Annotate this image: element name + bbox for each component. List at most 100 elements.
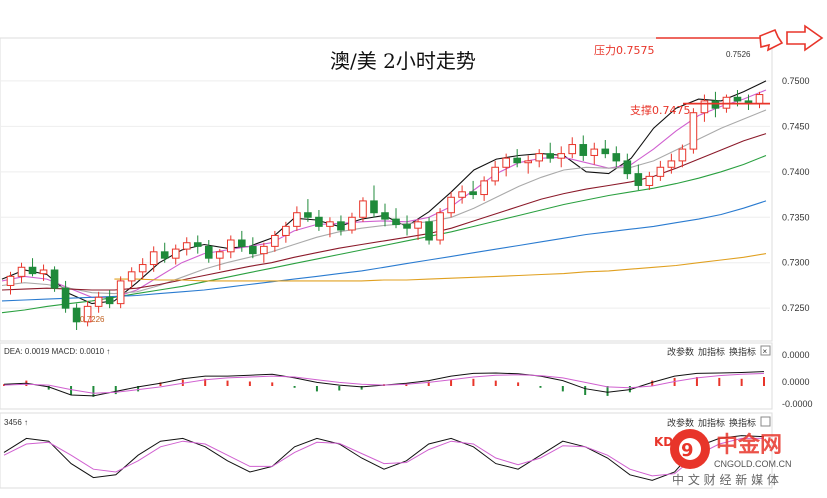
low-label: 0.7226 [80, 315, 105, 324]
macd-plot [3, 371, 765, 397]
candle-body [579, 144, 588, 156]
candle-body [678, 148, 687, 162]
candle-body [337, 221, 345, 231]
logo-text: 中金网 [716, 432, 782, 458]
candle-body [83, 305, 92, 323]
macd-panel [0, 342, 773, 410]
candle-body [447, 196, 455, 214]
cngold-watermark: 9 中金网 CNGOLD.COM.CN 中 文 财 经 新 媒 体 [670, 429, 792, 487]
candle-body [557, 153, 566, 159]
y-tick-label: 0.7450 [782, 121, 810, 131]
kdj-d-line [3, 437, 764, 477]
ma-line [1, 200, 767, 302]
candle-body [645, 175, 654, 186]
y-tick-label: 0.7400 [782, 167, 810, 177]
candle-body [226, 239, 235, 253]
candle-body [491, 166, 499, 182]
candle-body [601, 148, 610, 155]
kdj-panel [0, 412, 773, 489]
candle-body [215, 251, 224, 259]
support-label: 支撑0.7475 [630, 103, 691, 117]
kd-label: KD [654, 435, 673, 449]
close-label: × [763, 347, 768, 356]
y-axis: 0.7250 0.7300 0.7350 0.7400 0.7450 0.7500 [782, 76, 810, 313]
candle-body [733, 96, 742, 102]
candle-body [469, 191, 477, 196]
candle-body [403, 224, 411, 229]
macd-dea-line [3, 372, 765, 394]
candle-body [535, 153, 544, 162]
candle-body [612, 153, 621, 162]
candle-body [105, 296, 114, 305]
kdj-change-indicator-button[interactable]: 换指标 [729, 417, 756, 429]
candle-body [458, 191, 466, 198]
candle-body [28, 266, 37, 275]
candle-body [711, 100, 720, 109]
candle-body [193, 242, 202, 247]
logo-glyph: 9 [681, 440, 694, 461]
logo-domain: CNGOLD.COM.CN [714, 459, 792, 469]
y-tick-label: 0.7500 [782, 76, 810, 86]
add-indicator-button[interactable]: 加指标 [698, 346, 725, 358]
candle-body [182, 242, 191, 250]
candle-body [546, 153, 555, 159]
candle-body [138, 264, 147, 273]
candle-body [667, 160, 676, 168]
annotations: 压力0.7575 支撑0.7475 0.7226 0.7526 [80, 24, 824, 324]
kdj-header: 3456 ↑ [4, 418, 28, 427]
right-arrow-icon [786, 24, 824, 52]
kdj-params-button[interactable]: 改参数 [667, 417, 694, 429]
candle-body [480, 180, 488, 196]
candle-body [50, 269, 59, 289]
candle-body [689, 112, 698, 150]
candle-body [249, 245, 257, 255]
candle-body [39, 269, 48, 275]
y-tick-label: 0.7250 [782, 303, 810, 313]
logo-slogan: 中 文 财 经 新 媒 体 [672, 472, 779, 487]
candle-body [6, 275, 15, 286]
candle-body [304, 212, 312, 218]
candle-body [17, 266, 26, 277]
params-button[interactable]: 改参数 [667, 346, 694, 358]
main-panel [0, 37, 773, 342]
candle-body [392, 218, 400, 226]
candle-body [634, 173, 643, 186]
ma-line [114, 253, 767, 282]
candle-body [72, 307, 81, 323]
candle-body [568, 144, 577, 155]
macd-toolbar: 改参数 加指标 换指标 × [667, 345, 771, 358]
kdj-k-line [3, 435, 765, 481]
candle-body [755, 94, 764, 105]
ma-line [1, 154, 767, 314]
candle-body [513, 157, 521, 164]
resistance-label: 压力0.7575 [594, 44, 655, 57]
close-icon[interactable] [760, 345, 771, 356]
y-tick-label: 0.7300 [782, 258, 810, 268]
candle-body [293, 212, 301, 227]
chart-title: 澳/美 2小时走势 [330, 49, 476, 73]
y-tick-label: 0.7350 [782, 212, 810, 222]
macd-axis: 0.0000 0.0000 -0.0000 [782, 350, 813, 409]
kdj-toolbar: 改参数 加指标 换指标 [667, 416, 771, 429]
candle-body [149, 251, 158, 266]
macd-tick-label: -0.0000 [782, 399, 813, 409]
candle-body [282, 225, 290, 236]
change-indicator-button[interactable]: 换指标 [729, 346, 756, 358]
high-label: 0.7526 [726, 50, 751, 59]
candle-body [116, 280, 125, 305]
candle-body [370, 200, 378, 214]
macd-header: DEA: 0.0019 MACD: 0.0010 ↑ [4, 347, 110, 356]
candle-body [204, 245, 213, 259]
kdj-close-icon[interactable] [760, 416, 771, 427]
candle-body [94, 296, 103, 307]
candle-body [359, 200, 367, 218]
candles [6, 90, 764, 330]
candle-body [348, 216, 356, 231]
candle-body [260, 245, 268, 255]
candle-body [524, 160, 532, 164]
candle-body [590, 148, 599, 156]
candle-body [271, 234, 279, 247]
kdj-add-indicator-button[interactable]: 加指标 [698, 417, 725, 429]
candle-body [656, 166, 665, 177]
